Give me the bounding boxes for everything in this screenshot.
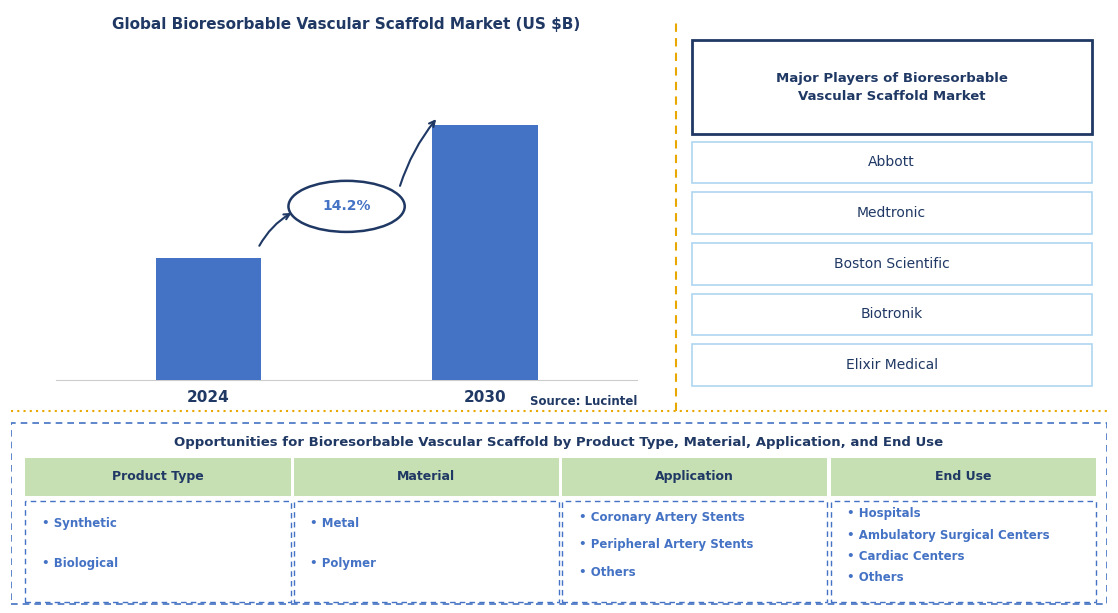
Text: Abbott: Abbott <box>869 156 915 169</box>
Bar <box>155 259 260 380</box>
Text: Medtronic: Medtronic <box>858 206 926 220</box>
Text: Opportunities for Bioresorbable Vascular Scaffold by Product Type, Material, App: Opportunities for Bioresorbable Vascular… <box>174 436 944 449</box>
Text: Source: Lucintel: Source: Lucintel <box>530 395 637 408</box>
FancyBboxPatch shape <box>11 423 1107 604</box>
Text: Material: Material <box>397 470 455 484</box>
Text: • Coronary Artery Stents: • Coronary Artery Stents <box>579 511 745 524</box>
Text: • Polymer: • Polymer <box>311 557 377 570</box>
Text: Application: Application <box>655 470 735 484</box>
Title: Global Bioresorbable Vascular Scaffold Market (US $B): Global Bioresorbable Vascular Scaffold M… <box>113 17 580 32</box>
Text: Elixir Medical: Elixir Medical <box>845 358 938 372</box>
FancyBboxPatch shape <box>831 459 1096 496</box>
Text: • Biological: • Biological <box>41 557 119 570</box>
Text: • Others: • Others <box>847 571 903 584</box>
Text: Major Players of Bioresorbable
Vascular Scaffold Market: Major Players of Bioresorbable Vascular … <box>776 72 1007 103</box>
FancyBboxPatch shape <box>692 294 1091 335</box>
FancyBboxPatch shape <box>562 459 827 496</box>
FancyBboxPatch shape <box>692 345 1091 386</box>
Text: Biotronik: Biotronik <box>861 307 922 321</box>
FancyBboxPatch shape <box>562 501 827 602</box>
Text: End Use: End Use <box>935 470 992 484</box>
Text: • Synthetic: • Synthetic <box>41 517 116 530</box>
Text: 14.2%: 14.2% <box>322 199 371 213</box>
FancyBboxPatch shape <box>26 501 291 602</box>
FancyBboxPatch shape <box>294 501 559 602</box>
Text: • Peripheral Artery Stents: • Peripheral Artery Stents <box>579 538 754 552</box>
FancyBboxPatch shape <box>692 142 1091 183</box>
FancyBboxPatch shape <box>831 501 1096 602</box>
FancyBboxPatch shape <box>692 243 1091 284</box>
FancyBboxPatch shape <box>26 459 291 496</box>
FancyBboxPatch shape <box>692 40 1091 134</box>
Text: Boston Scientific: Boston Scientific <box>834 257 949 271</box>
FancyBboxPatch shape <box>692 192 1091 234</box>
Text: • Others: • Others <box>579 566 635 579</box>
Bar <box>433 124 538 380</box>
FancyBboxPatch shape <box>294 459 559 496</box>
Text: • Metal: • Metal <box>311 517 359 530</box>
Text: • Hospitals: • Hospitals <box>847 508 921 520</box>
Text: • Ambulatory Surgical Centers: • Ambulatory Surgical Centers <box>847 528 1050 541</box>
Text: Product Type: Product Type <box>112 470 203 484</box>
Text: • Cardiac Centers: • Cardiac Centers <box>847 550 965 563</box>
